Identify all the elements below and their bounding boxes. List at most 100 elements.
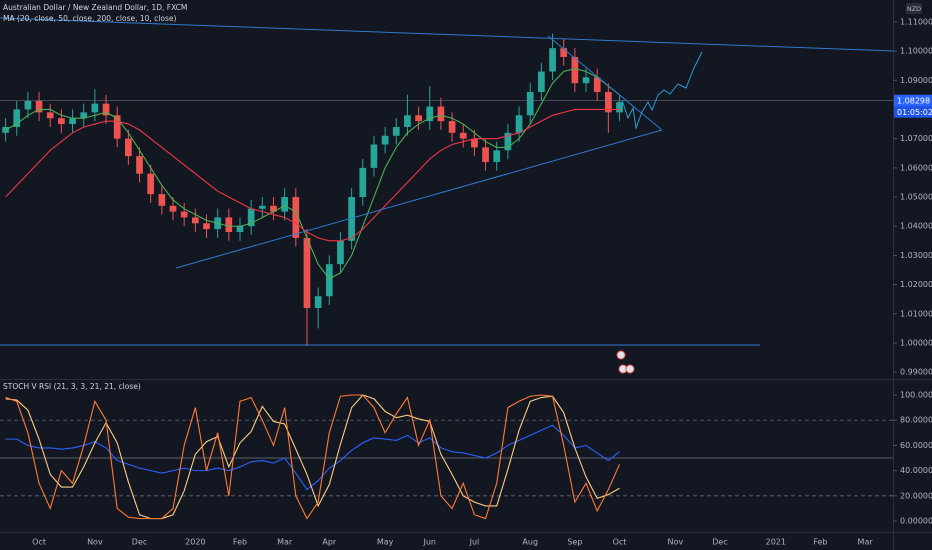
y-tick-label: 1.00000 [900,338,932,347]
y-tick-label: 1.09000 [900,76,932,85]
x-tick-label: Dec [712,538,727,547]
candle-body [281,197,288,212]
candle-body [180,211,188,218]
candle-body [113,115,121,139]
last-price-label: 1.08298 [897,96,930,105]
countdown-label: 01:05:02 [897,108,932,117]
y-tick-label: 1.07000 [900,134,932,143]
x-tick-label: Aug [522,538,538,547]
x-tick-label: Sep [567,538,582,547]
y-tick-label: 60.00000 [900,441,932,450]
x-tick-label: Nov [87,538,103,547]
x-tick-label: Jul [469,538,480,547]
series-line [5,394,620,520]
candle-body [482,147,489,162]
candle-body [24,100,32,110]
x-tick-label: 2020 [185,538,205,547]
series-line [5,108,620,242]
event-icon[interactable] [625,364,635,374]
candle-body [448,121,456,133]
candle-body [605,91,612,113]
series-line [5,394,621,520]
candle-body [35,100,43,113]
y-tick-label: 1.02000 [900,280,932,289]
candle-body [46,112,54,119]
candle-body [359,167,367,198]
candle-body [582,77,590,84]
candle-body [13,109,21,127]
series-line [5,424,620,491]
x-tick-label: Oct [613,538,627,547]
candle-body [459,132,467,139]
x-tick-label: Apr [322,538,337,547]
candle-body [69,118,76,125]
y-tick-label: 1.05000 [900,193,932,202]
y-tick-label: 20.00000 [900,491,932,500]
forecast-path [621,51,703,130]
trend-line [547,35,663,131]
candle-body [526,91,534,116]
candle-body [493,150,501,162]
candle-body [325,264,333,297]
y-tick-label: 0.00000 [900,517,932,526]
y-tick-label: 40.00000 [900,466,932,475]
candle-body [147,173,155,195]
candle-body [136,156,143,174]
candle-body [370,144,378,168]
candle-body [191,217,199,224]
candle-body [392,126,400,136]
candle-body [58,118,65,125]
x-tick-label: May [377,538,394,547]
candle-body [236,226,244,233]
candle-body [593,77,601,92]
last-price-badge [894,94,932,107]
user-drawings [0,17,894,374]
y-tick-label: 1.06000 [900,163,932,172]
y-tick-label: 80.00000 [900,416,932,425]
candle-body [303,237,311,308]
candle-body [258,205,266,209]
candle-body [571,56,579,84]
chart-title: Australian Dollar / New Zealand Dollar, … [3,3,187,12]
candle-body [381,135,389,145]
currency-badge[interactable] [906,3,922,14]
candle-body [125,138,132,157]
candle-body [549,48,556,72]
candle-body [270,205,277,212]
x-tick-label: Mar [858,538,874,547]
indicator-legend: STOCH V RSI (21, 3, 3, 21, 21, close) [3,382,141,391]
candle-body [169,205,177,212]
y-tick-label: 0.99000 [900,368,932,377]
candle-body [80,112,88,119]
x-tick-label: Oct [32,538,46,547]
y-tick-label: 1.04000 [900,222,932,231]
trend-line [0,17,894,52]
x-tick-label: 2021 [766,538,786,547]
x-tick-label: Dec [132,538,147,547]
candle-body [437,106,445,122]
candle-body [102,103,110,116]
countdown-badge [894,106,932,118]
candle-body [404,115,411,127]
x-tick-label: Nov [668,538,684,547]
candle-body [616,102,623,113]
event-icon[interactable] [616,350,626,360]
series-line [5,68,620,280]
candle-body [426,106,434,122]
candle-body [91,103,99,113]
candle-body [337,240,344,265]
y-tick-label: 100.00000 [900,391,932,400]
candle-body [415,115,422,122]
y-tick-label: 1.01000 [900,309,932,318]
candle-body [471,138,478,148]
candle-body [292,197,300,238]
currency-label: NZD [907,5,921,13]
candle-body [560,48,568,57]
x-tick-label: Feb [813,538,827,547]
candle-body [203,223,210,230]
x-tick-label: Feb [233,538,247,547]
trend-line [175,129,663,269]
x-tick-label: Mar [277,538,293,547]
